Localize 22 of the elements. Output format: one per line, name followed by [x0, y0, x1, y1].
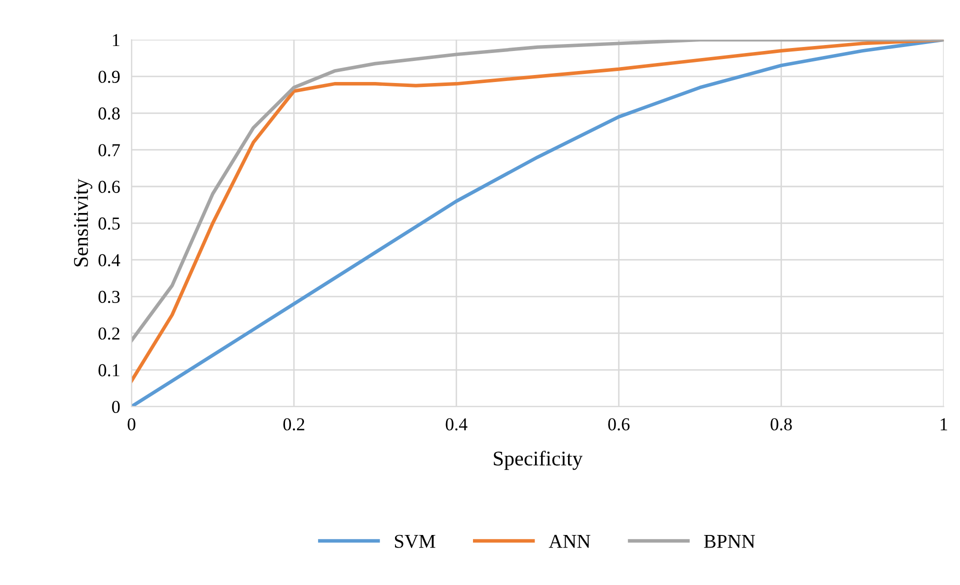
- legend-label: ANN: [548, 534, 590, 548]
- y-tick-label: 0: [112, 400, 120, 414]
- y-tick-label: 0.3: [98, 290, 120, 304]
- x-tick-label: 0.8: [770, 418, 792, 430]
- y-tick-label: 0.9: [98, 70, 120, 83]
- y-axis-title: Sensitivity: [74, 178, 92, 266]
- y-tick-label: 0.2: [98, 327, 120, 340]
- legend-label: SVM: [394, 534, 436, 548]
- y-tick-label: 0.4: [98, 254, 120, 266]
- y-tick-label: 0.7: [98, 144, 120, 156]
- x-axis-title: Specificity: [494, 450, 583, 470]
- y-tick-label: 1: [112, 34, 120, 46]
- x-tick-label: 0.6: [608, 418, 630, 430]
- y-tick-label: 0.6: [98, 180, 120, 194]
- y-tick-label: 0.1: [98, 364, 120, 376]
- x-tick-label: 0.2: [283, 418, 304, 430]
- y-tick-label: 0.5: [98, 217, 120, 230]
- y-tick-label: 0.8: [98, 107, 120, 120]
- x-tick-label: 0.4: [446, 418, 468, 430]
- legend-label: BPNN: [704, 534, 755, 548]
- x-tick-label: 0: [128, 418, 136, 430]
- x-tick-label: 1: [940, 418, 948, 430]
